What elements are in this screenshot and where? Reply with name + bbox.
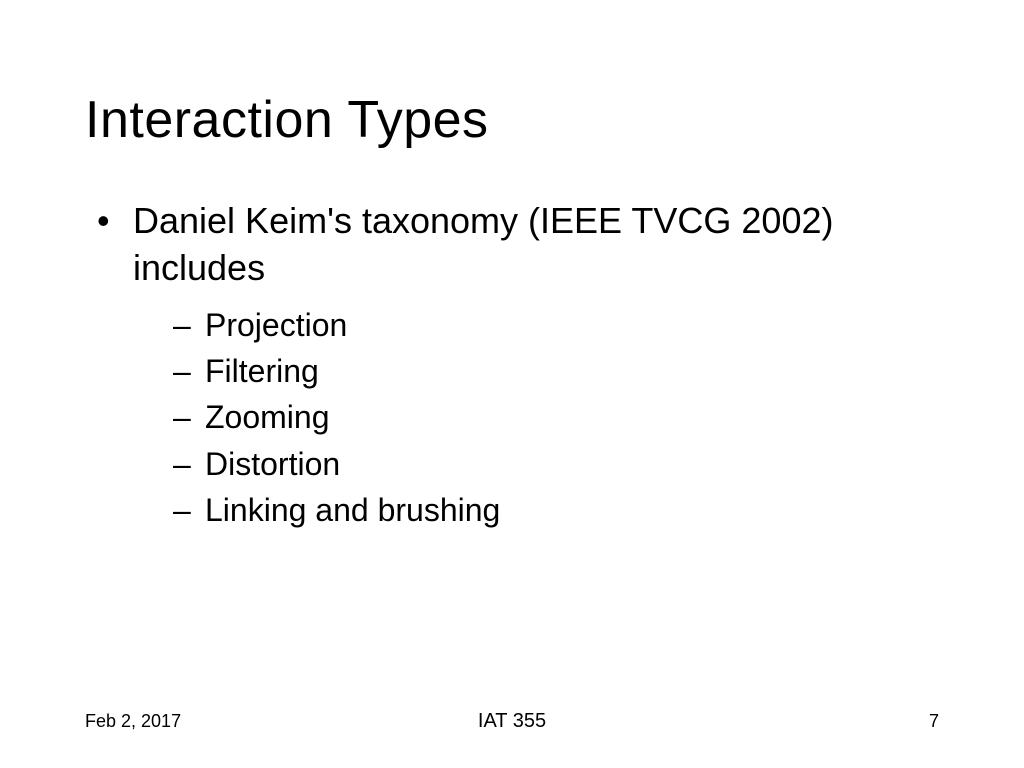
slide-title: Interaction Types [85,90,939,150]
sub-bullet-list: Projection Filtering Zooming Distortion … [173,302,939,534]
sub-bullet-item: Linking and brushing [173,487,939,533]
sub-bullet-item: Projection [173,302,939,348]
slide-footer: Feb 2, 2017 IAT 355 7 [0,711,1024,732]
sub-bullet-item: Distortion [173,441,939,487]
footer-course: IAT 355 [478,710,546,733]
sub-bullet-item: Filtering [173,348,939,394]
slide-container: Interaction Types Daniel Keim's taxonomy… [0,0,1024,768]
footer-date: Feb 2, 2017 [85,711,181,732]
main-bullet: Daniel Keim's taxonomy (IEEE TVCG 2002) … [133,198,939,292]
footer-page-number: 7 [929,711,939,732]
sub-bullet-item: Zooming [173,394,939,440]
